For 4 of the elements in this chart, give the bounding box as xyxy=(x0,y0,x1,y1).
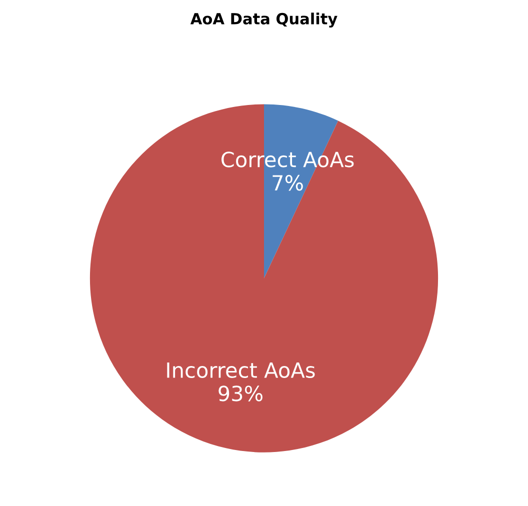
chart-title: AoA Data Quality xyxy=(190,12,338,28)
data-label: 7% xyxy=(272,174,303,191)
slice-label: Incorrect AoAs xyxy=(167,362,315,378)
data-label: 93% xyxy=(218,386,262,402)
